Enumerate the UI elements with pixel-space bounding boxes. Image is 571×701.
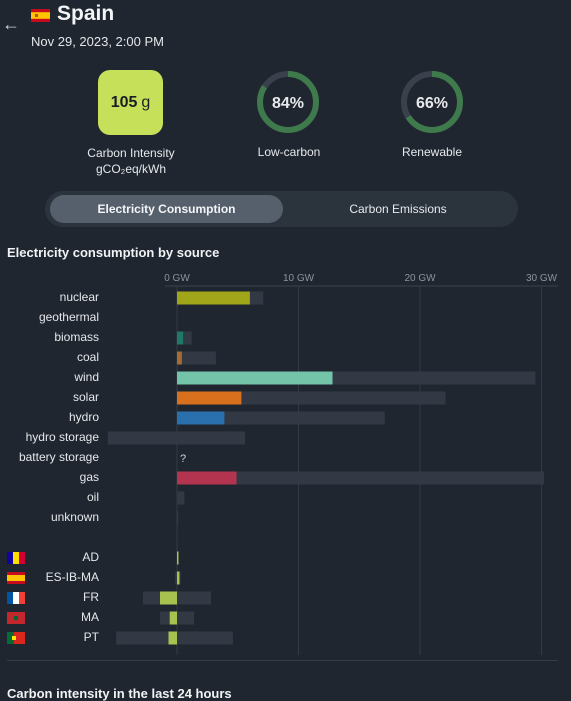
zone-name: Spain bbox=[57, 2, 115, 25]
exchange-label-FR: FR bbox=[83, 590, 99, 604]
capacity-bar-oil bbox=[177, 491, 185, 505]
carbon-intensity-label-line2: gCO₂eq/kWh bbox=[95, 162, 166, 176]
view-toggle: Electricity Consumption Carbon Emissions bbox=[45, 191, 518, 227]
ma-flag-icon bbox=[7, 612, 25, 624]
x-tick-label: 30 GW bbox=[526, 273, 558, 284]
value-bar-solar bbox=[177, 391, 242, 405]
capacity-bar-hydro-storage bbox=[107, 431, 246, 445]
value-bar-nuclear bbox=[177, 291, 250, 305]
renewable-label: Renewable bbox=[401, 145, 463, 159]
capacity-bar-unknown bbox=[177, 511, 179, 525]
divider bbox=[7, 660, 558, 661]
low-carbon-value: 84% bbox=[272, 95, 304, 112]
carbon-intensity-unit: g bbox=[141, 93, 151, 111]
x-tick-label: 0 GW bbox=[164, 273, 190, 284]
exchange-bar-ES-IB-MA bbox=[177, 571, 180, 585]
source-label-nuclear: nuclear bbox=[59, 290, 99, 304]
renewable-ring[interactable]: 66% bbox=[400, 70, 464, 134]
capacity-bar-solar bbox=[177, 391, 446, 405]
exchange-label-MA: MA bbox=[81, 610, 99, 624]
carbon-intensity-box: 105 g bbox=[98, 70, 163, 135]
x-tick-label: 10 GW bbox=[283, 273, 315, 284]
exchange-bar-FR bbox=[159, 591, 177, 605]
renewable-ring-progress bbox=[401, 71, 463, 133]
source-label-oil: oil bbox=[86, 490, 99, 504]
spain-flag-icon bbox=[31, 9, 50, 22]
tab-carbon-emissions[interactable]: Carbon Emissions bbox=[349, 202, 447, 216]
exchange-bar-AD bbox=[177, 551, 179, 565]
carbon-intensity-history-title: Carbon intensity in the last 24 hours bbox=[7, 686, 232, 701]
low-carbon-ring-progress bbox=[257, 71, 319, 133]
value-bar-coal bbox=[177, 351, 182, 365]
source-label-coal: coal bbox=[76, 350, 99, 364]
source-label-gas: gas bbox=[79, 470, 99, 484]
pt-flag-icon bbox=[7, 632, 25, 644]
source-label-battery-storage: battery storage bbox=[18, 450, 99, 464]
value-bar-biomass bbox=[177, 331, 184, 345]
exchange-bar-MA bbox=[169, 611, 177, 625]
section-title: Electricity consumption by source bbox=[7, 245, 220, 260]
carbon-intensity-value: 105 bbox=[110, 93, 138, 111]
consumption-chart: 0 GW 10 GW 20 GW 30 GW? bbox=[7, 273, 558, 655]
value-bar-hydro bbox=[177, 411, 225, 425]
source-label-solar: solar bbox=[72, 390, 99, 404]
x-tick-label: 20 GW bbox=[404, 273, 436, 284]
low-carbon-label: Low-carbon bbox=[257, 145, 321, 159]
source-label-hydro-storage: hydro storage bbox=[25, 430, 99, 444]
exchange-bar-PT bbox=[168, 631, 177, 645]
value-bar-gas bbox=[177, 471, 237, 485]
fr-flag-icon bbox=[7, 592, 25, 604]
tab-electricity-consumption[interactable]: Electricity Consumption bbox=[50, 195, 283, 223]
source-label-geothermal: geothermal bbox=[38, 310, 99, 324]
ad-flag-icon bbox=[7, 552, 25, 564]
value-bar-wind bbox=[177, 371, 333, 385]
source-label-wind: wind bbox=[74, 370, 99, 384]
capacity-bar-gas bbox=[177, 471, 544, 485]
back-arrow-icon[interactable]: ← bbox=[2, 14, 20, 34]
capacity-bar-hydro bbox=[177, 411, 385, 425]
datetime[interactable]: Nov 29, 2023, 2:00 PM bbox=[31, 34, 164, 49]
exchange-label-AD: AD bbox=[82, 550, 99, 564]
low-carbon-ring[interactable]: 84% bbox=[256, 70, 320, 134]
unknown-value-label: ? bbox=[180, 453, 186, 465]
es-flag-icon bbox=[7, 572, 25, 584]
exchange-label-PT: PT bbox=[83, 630, 99, 644]
carbon-intensity-label: Carbon Intensity gCO₂eq/kWh bbox=[70, 145, 192, 177]
source-label-hydro: hydro bbox=[68, 410, 99, 424]
source-label-biomass: biomass bbox=[54, 330, 99, 344]
capacity-bar-coal bbox=[177, 351, 216, 365]
source-label-unknown: unknown bbox=[50, 510, 99, 524]
renewable-value: 66% bbox=[416, 95, 448, 112]
exchange-label-ES-IB-MA: ES-IB-MA bbox=[45, 570, 99, 584]
carbon-intensity-label-line1: Carbon Intensity bbox=[87, 146, 175, 160]
